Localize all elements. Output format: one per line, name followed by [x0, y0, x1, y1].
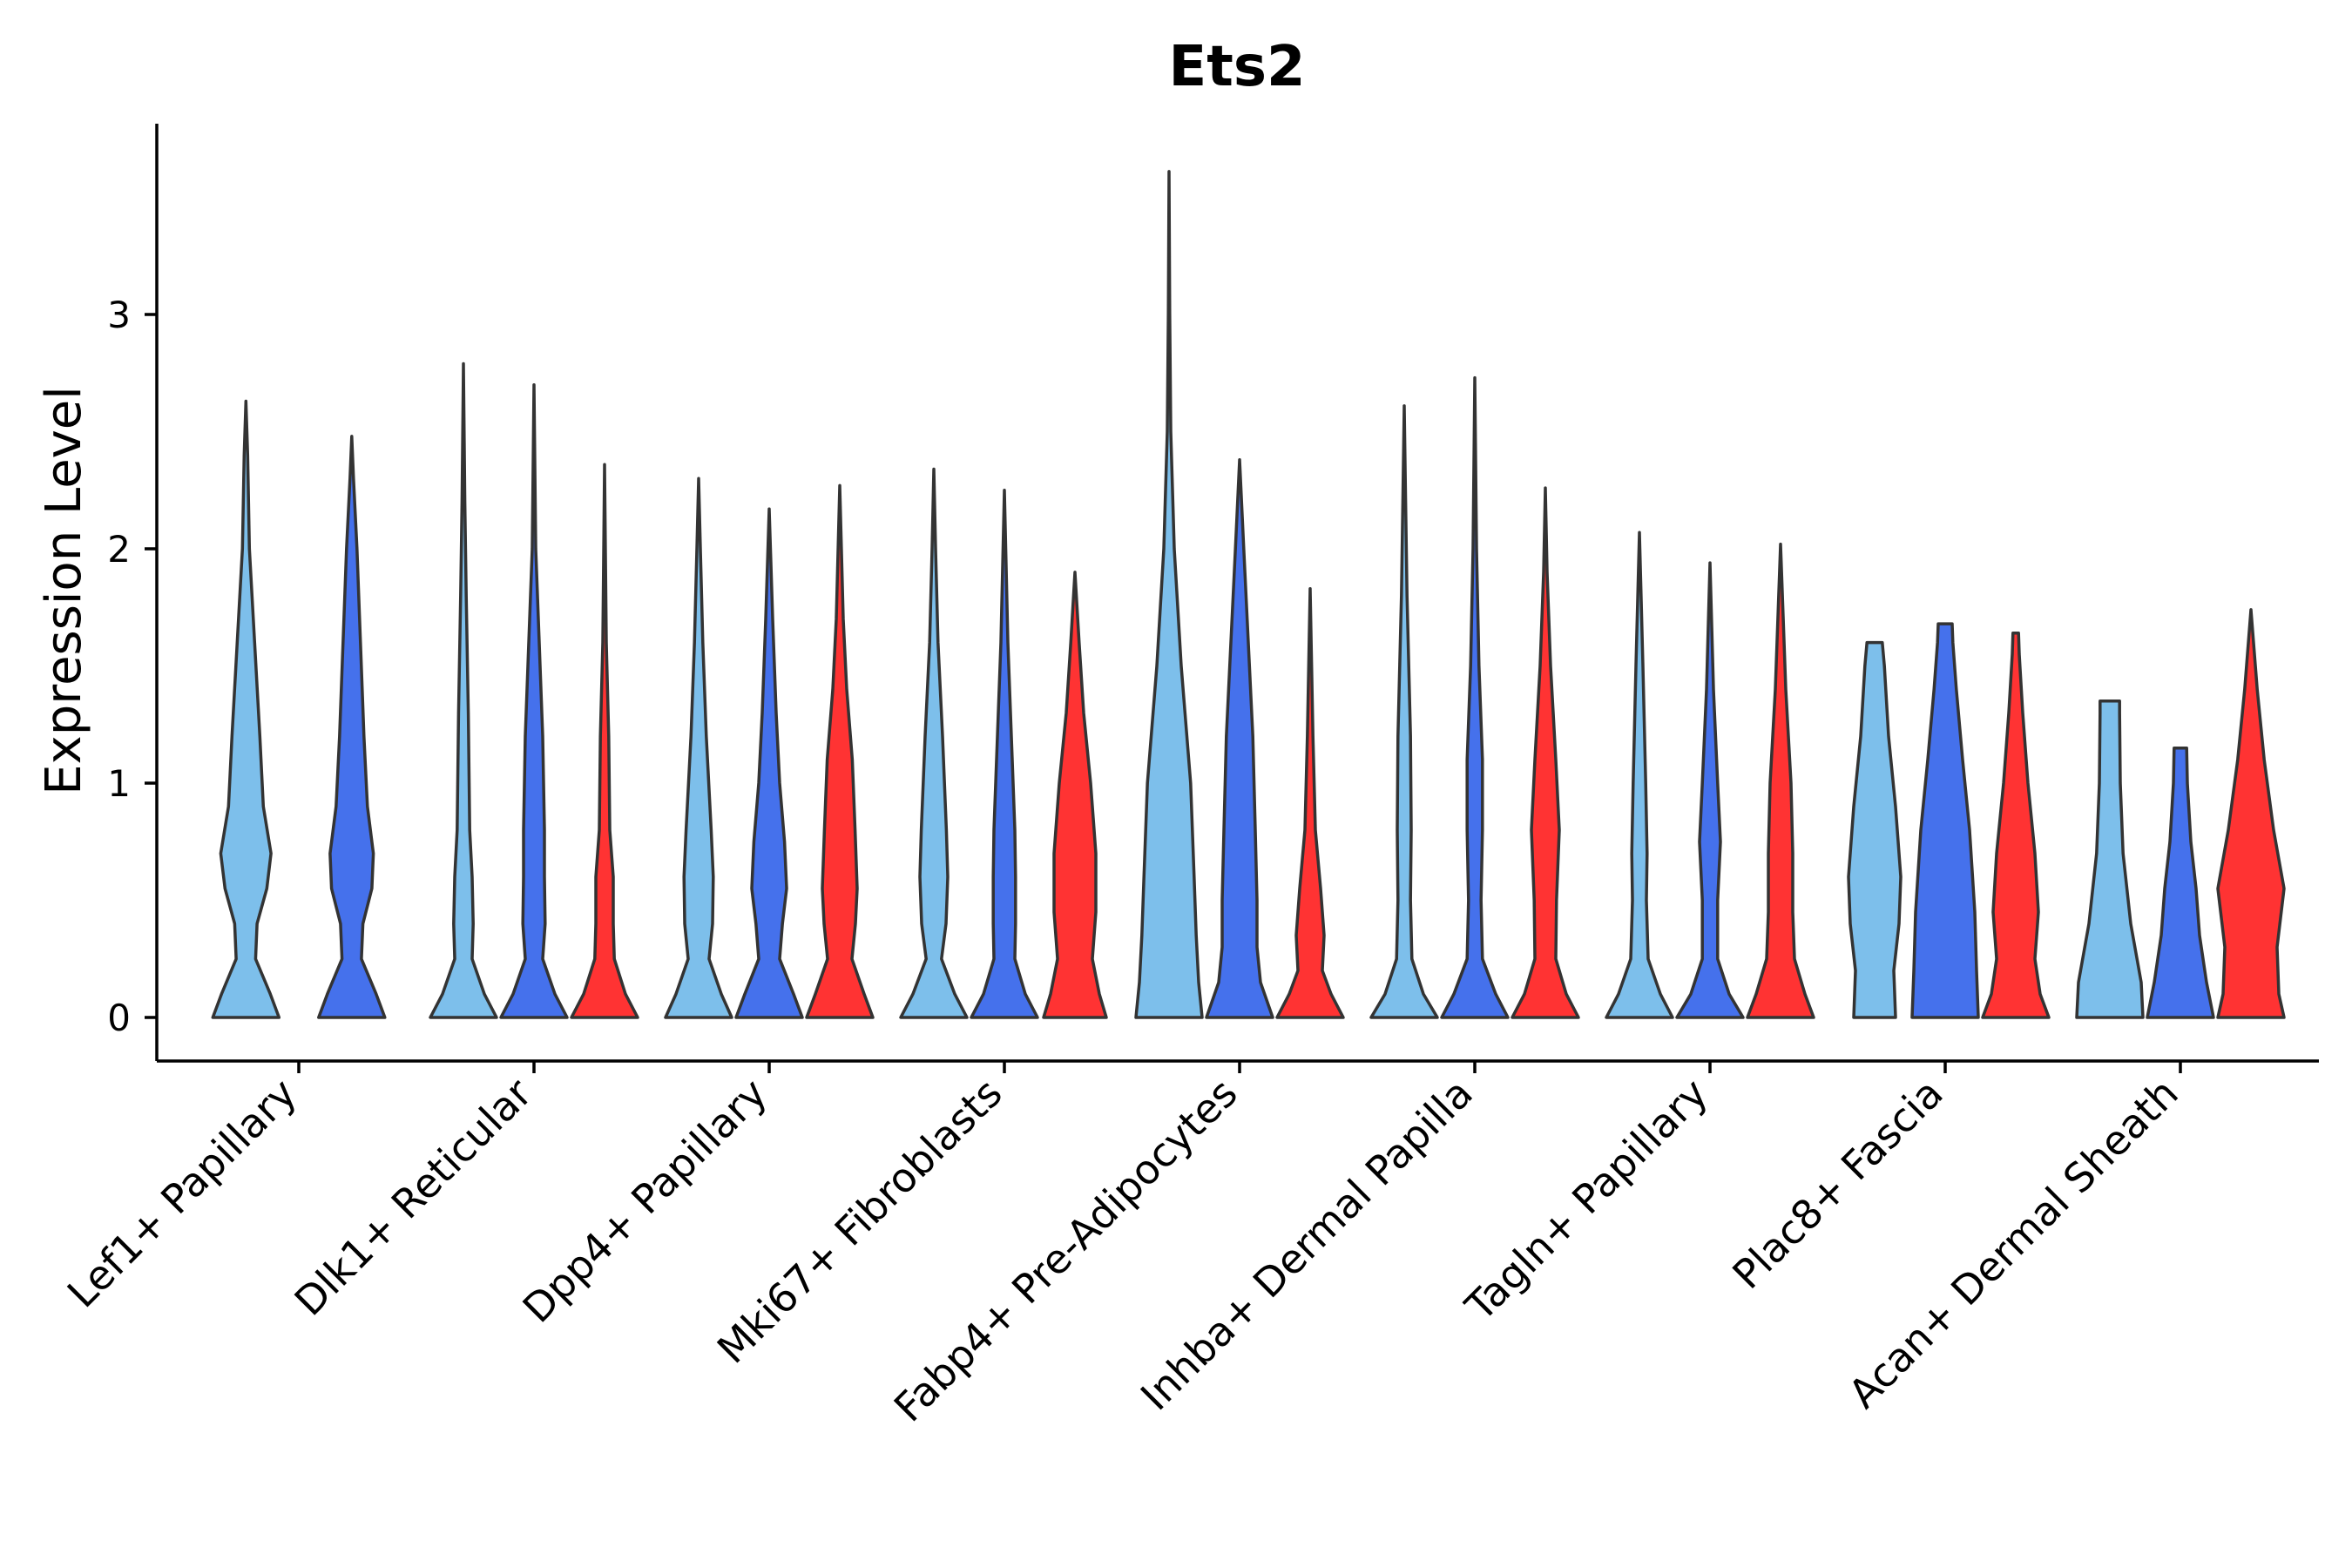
y-tick-label: 2	[107, 528, 131, 571]
violin-plac8-fascia-condition-a	[1847, 640, 1903, 1019]
chart-title: Ets2	[1169, 35, 1306, 99]
violin-fabp4-pre-adipocytes-condition-b	[1205, 458, 1274, 1019]
violin-dlk1-reticular-condition-b	[499, 382, 569, 1019]
violin-tagln-papillary-condition-c	[1746, 542, 1815, 1019]
violin-dlk1-reticular-condition-a	[429, 362, 498, 1019]
violin-mki67-fibroblasts-condition-c	[1042, 571, 1108, 1019]
violin-inhba-dermal-papilla-condition-c	[1511, 486, 1580, 1019]
violin-dlk1-reticular-condition-c	[570, 463, 639, 1019]
violin-mki67-fibroblasts-condition-a	[899, 467, 969, 1019]
violin-dpp4-papillary-condition-c	[805, 483, 875, 1019]
violin-dpp4-papillary-condition-b	[734, 507, 804, 1019]
violin-inhba-dermal-papilla-condition-b	[1440, 375, 1510, 1019]
violin-acan-dermal-sheath-condition-a	[2075, 700, 2145, 1019]
violin-lef1-papillary-condition-a	[211, 399, 281, 1019]
violin-lef1-papillary-condition-b	[317, 435, 387, 1019]
x-tick-label: Lef1+ Papillary	[58, 1070, 306, 1317]
x-tick-label: Plac8+ Fascia	[1723, 1070, 1951, 1298]
x-tick-label: Dpp4+ Papillary	[514, 1070, 776, 1332]
violin-fabp4-pre-adipocytes-condition-a	[1134, 170, 1204, 1019]
violin-tagln-papillary-condition-a	[1605, 531, 1674, 1019]
violin-plac8-fascia-condition-b	[1910, 622, 1980, 1019]
violin-dpp4-papillary-condition-a	[664, 476, 733, 1019]
violin-fabp4-pre-adipocytes-condition-c	[1275, 586, 1345, 1019]
x-tick-label: Tagln+ Papillary	[1456, 1070, 1717, 1331]
violin-group	[211, 170, 2286, 1019]
x-tick-label: Dlk1+ Reticular	[286, 1070, 541, 1325]
violin-acan-dermal-sheath-condition-c	[2216, 608, 2286, 1019]
y-tick-label: 0	[107, 997, 131, 1039]
y-axis-ticks: 0 1 2 3	[107, 294, 157, 1039]
violin-tagln-papillary-condition-b	[1675, 561, 1745, 1019]
y-tick-label: 3	[107, 294, 131, 336]
violin-inhba-dermal-papilla-condition-a	[1369, 404, 1439, 1019]
y-axis-label: Expression Level	[36, 386, 92, 795]
violin-acan-dermal-sheath-condition-b	[2146, 746, 2215, 1019]
y-tick-label: 1	[107, 762, 131, 805]
violin-mki67-fibroblasts-condition-b	[970, 489, 1039, 1019]
violin-plac8-fascia-condition-c	[1981, 632, 2051, 1019]
